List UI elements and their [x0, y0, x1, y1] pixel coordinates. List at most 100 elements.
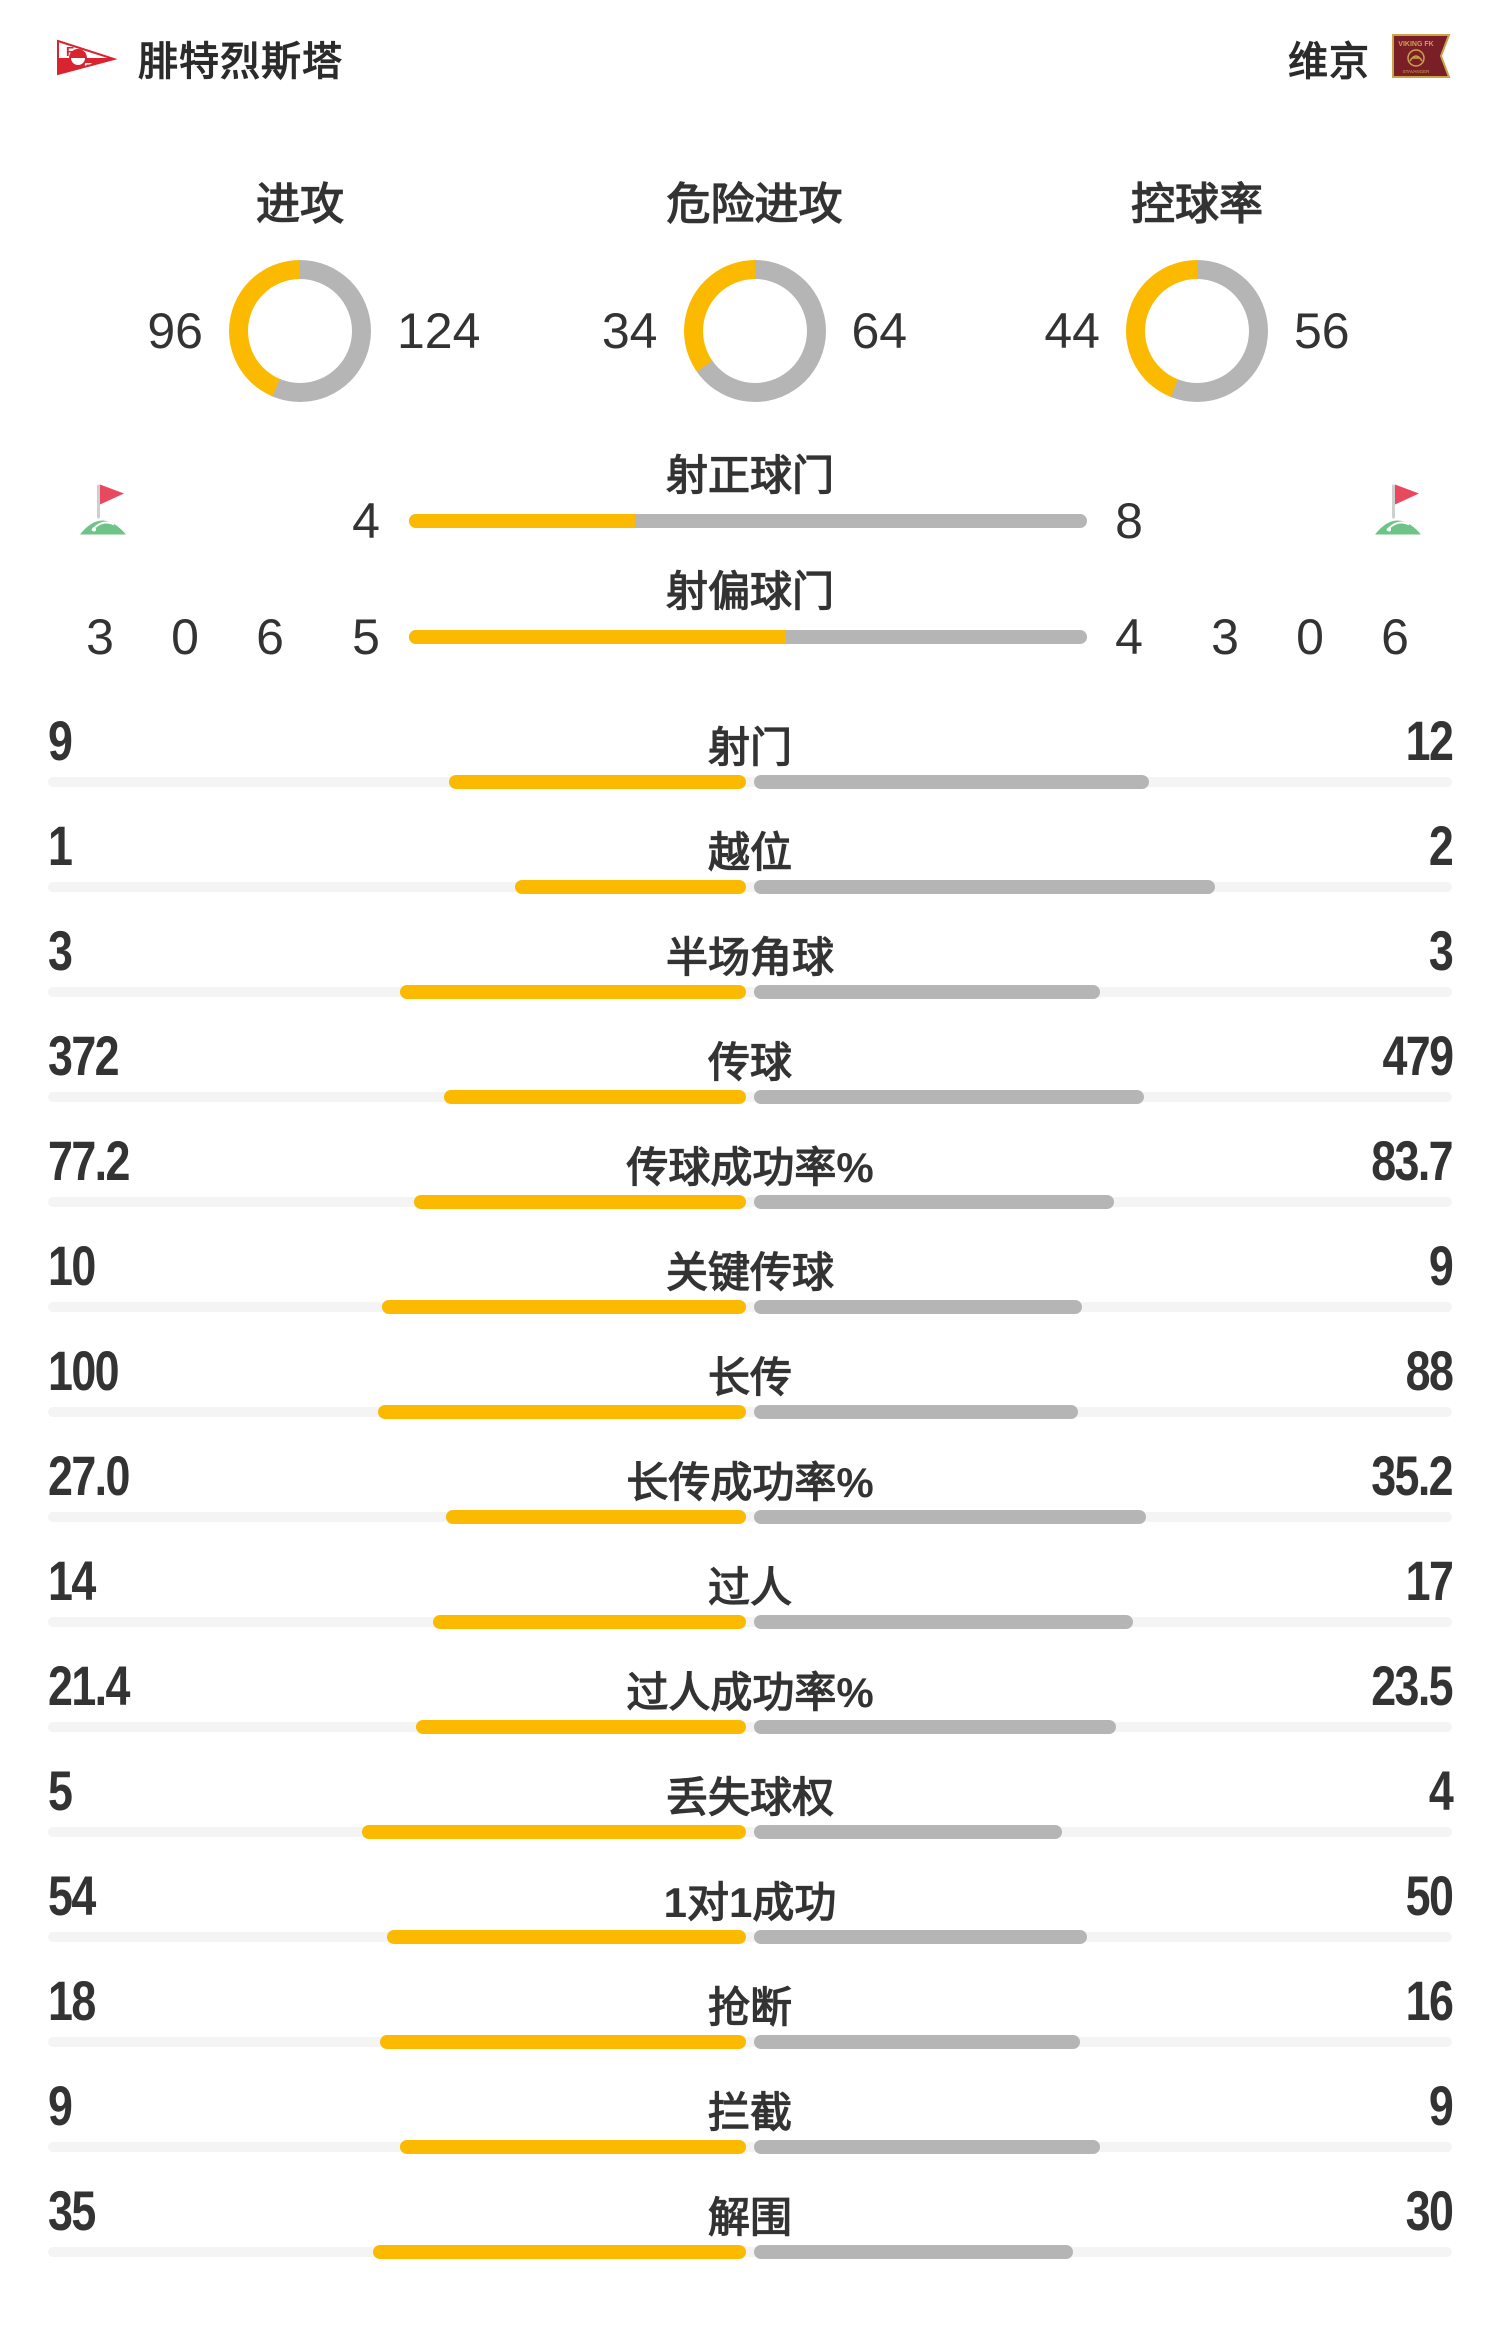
stat-away-value: 3	[1428, 919, 1454, 982]
stat-away-value: 88	[1405, 1339, 1453, 1402]
stats-list: 9 射门 12 1 越位 2 3 半场角球 3 372 传球 479 77.2 传球成功率% 83.7 10 关…	[0, 700, 1500, 2275]
home-discipline-count: 0	[171, 609, 199, 665]
stat-bar-home	[380, 2035, 746, 2049]
donut-away-value: 124	[397, 303, 481, 359]
donut-chart-2: 危险进攻 34 64	[562, 168, 948, 402]
stat-label: 解围	[707, 2194, 792, 2241]
shot-away-value: 8	[1115, 493, 1143, 549]
shot-bar-label: 射正球门	[665, 452, 834, 499]
donut-title: 进攻	[256, 180, 344, 229]
stat-home-value: 1	[48, 814, 73, 877]
stat-bar-home	[400, 2140, 746, 2154]
donut-chart-1: 进攻 96 124	[107, 168, 493, 402]
stat-home-value: 372	[48, 1024, 120, 1087]
stat-home-value: 9	[48, 709, 73, 772]
stat-bar-home	[449, 775, 746, 789]
stat-bar-home	[382, 1300, 746, 1314]
stat-away-value: 23.5	[1371, 1654, 1453, 1717]
donut-home-value: 96	[147, 303, 203, 359]
svg-text:STAVANGER: STAVANGER	[1403, 69, 1431, 74]
stat-away-value: 12	[1405, 709, 1453, 772]
home-discipline-count: 6	[256, 609, 284, 665]
stat-row: 21.4 过人成功率% 23.5	[0, 1645, 1500, 1750]
stat-label: 过人	[707, 1564, 792, 1611]
away-team: 维京 VIKING FK STAVANGER	[1288, 29, 1452, 87]
stat-away-value: 16	[1405, 1969, 1453, 2032]
stat-bar-track	[48, 882, 1452, 892]
corner-flag-icon	[72, 481, 128, 544]
stat-row: 9 射门 12	[0, 700, 1500, 805]
stat-label: 长传	[707, 1354, 792, 1401]
stat-home-value: 35	[48, 2179, 96, 2242]
stat-row: 100 长传 88	[0, 1330, 1500, 1435]
stat-label: 越位	[707, 829, 792, 876]
stat-bar-track	[48, 2037, 1452, 2047]
stat-bar-away	[754, 1300, 1082, 1314]
stat-away-value: 479	[1382, 1024, 1454, 1087]
donut-ring	[1126, 260, 1268, 402]
stat-row: 54 1对1成功 50	[0, 1855, 1500, 1960]
stat-home-value: 10	[48, 1234, 96, 1297]
stat-label: 传球成功率%	[626, 1144, 874, 1191]
stat-label: 长传成功率%	[626, 1459, 874, 1506]
stat-bar-track	[48, 1092, 1452, 1102]
stat-away-value: 83.7	[1371, 1129, 1453, 1192]
shot-bar-label: 射偏球门	[665, 568, 834, 615]
stat-row: 18 抢断 16	[0, 1960, 1500, 2065]
stat-label: 过人成功率%	[626, 1669, 874, 1716]
stat-row: 27.0 长传成功率% 35.2	[0, 1435, 1500, 1540]
stat-bar-track	[48, 777, 1452, 787]
stat-row: 5 丢失球权 4	[0, 1750, 1500, 1855]
stat-bar-away	[754, 1090, 1144, 1104]
svg-text:VIKING FK: VIKING FK	[1398, 41, 1433, 48]
stat-bar-home	[400, 985, 746, 999]
stat-label: 射门	[707, 724, 792, 771]
stat-bar-away	[754, 1195, 1114, 1209]
shot-home-value: 4	[352, 493, 380, 549]
stat-label: 传球	[707, 1039, 792, 1086]
stat-home-value: 14	[48, 1549, 96, 1612]
stat-bar-track	[48, 1197, 1452, 1207]
stat-bar-home	[387, 1930, 746, 1944]
donut-chart-3: 控球率 44 56	[1004, 168, 1390, 402]
stat-home-value: 18	[48, 1969, 96, 2032]
stat-row: 77.2 传球成功率% 83.7	[0, 1120, 1500, 1225]
donut-away-value: 64	[851, 303, 908, 359]
away-discipline-count: 0	[1296, 609, 1324, 665]
stat-bar-away	[754, 1720, 1116, 1734]
stat-row: 3 半场角球 3	[0, 910, 1500, 1015]
stat-away-value: 50	[1405, 1864, 1453, 1927]
stat-label: 抢断	[707, 1984, 792, 2031]
stat-label: 拦截	[707, 2089, 792, 2136]
stat-bar-away	[754, 1510, 1146, 1524]
stat-row: 1 越位 2	[0, 805, 1500, 910]
stat-bar-away	[754, 1615, 1133, 1629]
stat-bar-track	[48, 1932, 1452, 1942]
stat-bar-home	[416, 1720, 746, 1734]
away-team-name: 维京	[1288, 40, 1370, 84]
stat-bar-away	[754, 2245, 1073, 2259]
stat-label: 1对1成功	[663, 1879, 837, 1926]
stat-bar-away	[754, 1930, 1087, 1944]
stat-bar-home	[378, 1405, 746, 1419]
stat-home-value: 21.4	[48, 1654, 130, 1717]
stat-label: 半场角球	[665, 934, 834, 981]
stat-away-value: 30	[1405, 2179, 1453, 2242]
stat-away-value: 35.2	[1371, 1444, 1453, 1507]
donut-home-value: 44	[1044, 303, 1100, 359]
stat-bar-away	[754, 1405, 1078, 1419]
stat-bar-home	[446, 1510, 746, 1524]
shot-stacked-bar	[409, 630, 1087, 644]
home-discipline-count: 3	[86, 609, 114, 665]
stat-home-value: 100	[48, 1339, 120, 1402]
away-team-logo-icon: VIKING FK STAVANGER	[1390, 33, 1452, 84]
stat-row: 372 传球 479	[0, 1015, 1500, 1120]
stat-bar-away	[754, 1825, 1062, 1839]
stat-bar-track	[48, 1827, 1452, 1837]
stat-home-value: 3	[48, 919, 73, 982]
stat-away-value: 4	[1428, 1759, 1454, 1822]
stat-home-value: 27.0	[48, 1444, 130, 1507]
stat-away-value: 9	[1428, 1234, 1454, 1297]
stat-bar-home	[414, 1195, 746, 1209]
